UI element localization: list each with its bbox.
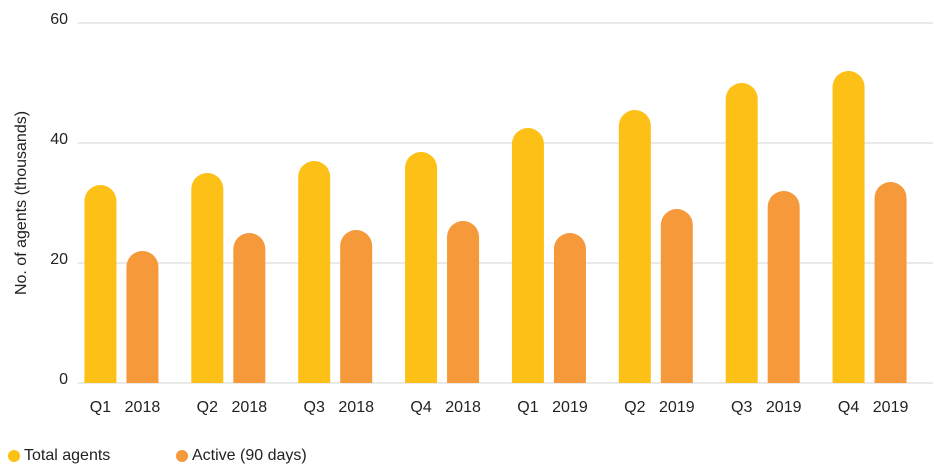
bar xyxy=(447,221,480,383)
x-tick-label: 2019 xyxy=(766,399,802,416)
legend-label: Total agents xyxy=(24,447,110,464)
bar xyxy=(618,110,651,383)
y-axis-label: No. of agents (thousands) xyxy=(13,111,30,295)
bar xyxy=(767,191,800,383)
bar xyxy=(298,161,331,383)
bar xyxy=(191,173,224,383)
x-tick-label: 2018 xyxy=(445,399,481,416)
y-tick-label: 20 xyxy=(50,251,68,268)
legend-marker xyxy=(176,450,188,462)
bar xyxy=(874,182,907,383)
legend-marker xyxy=(8,450,20,462)
x-tick-label: Q2 xyxy=(197,399,218,416)
x-tick-label: Q3 xyxy=(304,399,325,416)
x-tick-label: Q2 xyxy=(624,399,645,416)
x-tick-label: Q1 xyxy=(90,399,111,416)
x-tick-label: 2018 xyxy=(125,399,161,416)
bar xyxy=(233,233,266,383)
bar xyxy=(84,185,117,383)
y-tick-label: 40 xyxy=(50,131,68,148)
bar xyxy=(725,83,758,383)
y-tick-label: 60 xyxy=(50,11,68,28)
x-tick-label: 2018 xyxy=(232,399,268,416)
x-tick-label: 2019 xyxy=(873,399,909,416)
bar xyxy=(511,128,544,383)
x-tick-label: 2019 xyxy=(552,399,588,416)
x-tick-label: Q3 xyxy=(731,399,752,416)
bar xyxy=(126,251,159,383)
y-tick-label: 0 xyxy=(59,371,68,388)
x-tick-label: 2018 xyxy=(338,399,374,416)
bar xyxy=(832,71,865,383)
x-tick-label: Q1 xyxy=(517,399,538,416)
bar xyxy=(340,230,373,383)
bar xyxy=(553,233,586,383)
x-tick-label: Q4 xyxy=(838,399,859,416)
x-tick-label: Q4 xyxy=(410,399,431,416)
legend-label: Active (90 days) xyxy=(192,447,307,464)
bar xyxy=(660,209,693,383)
bar xyxy=(405,152,438,383)
x-tick-label: 2019 xyxy=(659,399,695,416)
